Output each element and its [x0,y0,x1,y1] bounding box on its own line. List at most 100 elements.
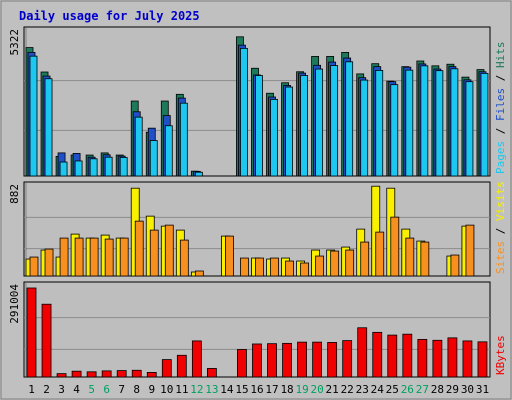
sites-bar [164,224,174,277]
x-tick-label: 30 [461,383,474,396]
x-tick-label: 18 [280,383,293,396]
kbytes-bar [86,371,97,378]
pages-bar [59,161,68,177]
kbytes-bar [327,342,338,378]
legend-separator: / [494,121,507,141]
x-tick-label: 17 [265,383,278,396]
x-tick-label: 13 [205,383,218,396]
panel-2-ymax-label: 882 [8,184,21,204]
sites-bar [330,250,340,277]
x-tick-label: 21 [326,383,339,396]
pages-bar [194,171,203,177]
kbytes-bar [161,359,172,378]
x-tick-label: 22 [341,383,354,396]
x-tick-label: 16 [250,383,263,396]
sites-bar [119,237,129,277]
kbytes-bar [312,341,323,378]
kbytes-bar [101,370,112,378]
pages-bar [104,156,113,177]
pages-bar [435,70,444,177]
kbytes-bar [131,369,142,378]
x-tick-label: 12 [190,383,203,396]
x-tick-label: 15 [235,383,248,396]
kbytes-bar [252,343,262,378]
kbytes-bar [372,331,383,378]
sites-bar [44,248,54,277]
pages-bar [420,65,429,177]
x-tick-label: 6 [103,383,110,396]
pages-bar [390,84,399,177]
sites-bar [134,220,144,277]
panel-2-legend: Sites / Visits [494,181,507,274]
sites-bar [225,235,234,277]
pages-bar [44,78,53,177]
x-tick-label: 19 [295,383,308,396]
sites-bar [405,237,415,277]
x-tick-label: 3 [58,383,65,396]
pages-bar [450,68,459,177]
pages-bar [330,65,339,177]
legend-visits: Visits [494,181,507,221]
chart-title: Daily usage for July 2025 [19,9,200,23]
pages-bar [179,102,188,177]
kbytes-bar [26,287,37,378]
kbytes-bar [71,370,82,378]
kbytes-bar [477,341,488,378]
pages-bar [74,160,83,177]
kbytes-bar [432,339,443,378]
kbytes-bar [402,333,413,378]
kbytes-bar [56,373,67,378]
sites-bar [390,216,400,277]
pages-bar [119,157,128,177]
kbytes-bar [357,327,368,378]
pages-bar [255,75,263,177]
legend-kbytes: KBytes [494,335,507,375]
sites-bar [300,262,309,277]
sites-bar [29,256,39,277]
pages-bar [480,72,489,177]
kbytes-bar [41,303,52,378]
pages-bar [89,158,98,177]
panel-3-legend: KBytes [494,335,507,375]
kbytes-bar [282,342,292,378]
x-tick-label: 8 [133,383,140,396]
x-tick-label: 10 [160,383,173,396]
legend-pages: Pages [494,141,507,174]
sites-bar [315,255,325,277]
sites-bar [420,241,430,277]
sites-bar [74,237,84,277]
kbytes-bar [191,340,202,378]
x-tick-label: 1 [28,383,35,396]
pages-bar [164,125,173,177]
x-tick-label: 23 [356,383,369,396]
kbytes-bar [146,372,157,378]
pages-bar [315,68,324,177]
panel-1-legend: Pages / Files / Hits [494,42,507,175]
pages-bar [149,140,158,177]
kbytes-bar [387,334,398,378]
kbytes-bar [237,349,247,378]
x-tick-label: 4 [73,383,80,396]
pages-bar [360,79,369,177]
x-tick-label: 25 [386,383,399,396]
kbytes-bar [342,340,353,378]
pages-bar [29,55,38,177]
panel-3-ymax-label: 291004 [8,284,21,324]
sites-bar [360,241,370,277]
pages-bar [345,61,354,177]
pages-bar [134,116,143,177]
pages-bar [405,69,414,177]
x-tick-label: 27 [416,383,429,396]
x-tick-label: 2 [43,383,50,396]
kbytes-bar [417,338,428,378]
kbytes-bar [176,354,187,378]
pages-bar [465,81,474,177]
pages-bar [300,75,308,177]
pages-bar [375,70,384,177]
x-tick-label: 11 [175,383,188,396]
kbytes-bar [297,341,307,378]
pages-bar [285,86,293,177]
sites-bar [375,231,385,277]
sites-bar [465,224,475,277]
